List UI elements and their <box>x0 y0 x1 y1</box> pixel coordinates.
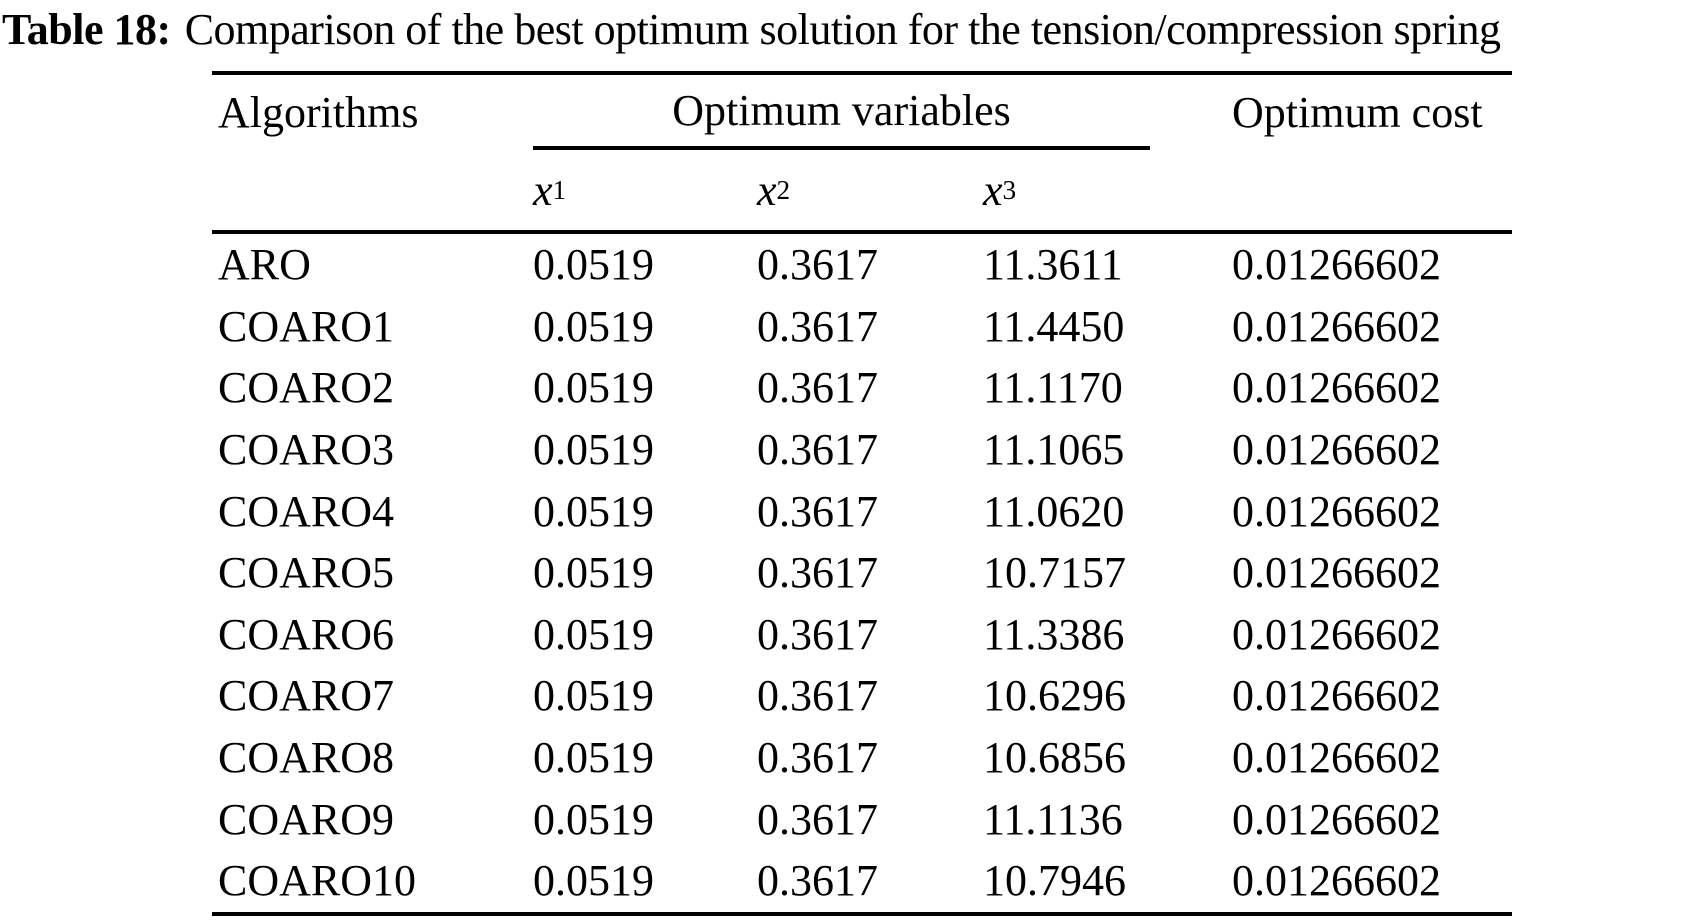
cell-algorithm: COARO1 <box>218 301 395 351</box>
cell-x1: 0.0519 <box>533 856 654 906</box>
cell-x3: 11.1136 <box>983 794 1123 844</box>
table-caption: Table 18: Comparison of the best optimum … <box>2 4 1501 55</box>
cell-x2: 0.3617 <box>757 363 878 413</box>
cell-cost: 0.01266602 <box>1232 486 1441 536</box>
cell-x3: 10.7946 <box>983 856 1126 906</box>
cell-cost: 0.01266602 <box>1232 609 1441 659</box>
cell-x3: 11.0620 <box>983 486 1125 536</box>
cell-x1: 0.0519 <box>533 425 654 475</box>
cell-algorithm: COARO8 <box>218 733 395 783</box>
cell-x3: 11.1170 <box>983 363 1123 413</box>
cell-algorithm: COARO10 <box>218 856 417 906</box>
subheader-spacer <box>1232 150 1512 230</box>
table-row: COARO7 0.0519 0.3617 10.6296 0.01266602 <box>212 665 1512 727</box>
cell-x2: 0.3617 <box>757 794 878 844</box>
cell-x3: 10.7157 <box>983 548 1126 598</box>
cell-x2: 0.3617 <box>757 301 878 351</box>
table-caption-text: Comparison of the best optimum solution … <box>184 5 1501 54</box>
table-row: COARO6 0.0519 0.3617 11.3386 0.01266602 <box>212 604 1512 666</box>
table-row: COARO10 0.0519 0.3617 10.7946 0.01266602 <box>212 850 1512 912</box>
column-header-algorithms: Algorithms <box>218 88 419 137</box>
cell-algorithm: COARO7 <box>218 671 395 721</box>
cell-x1: 0.0519 <box>533 548 654 598</box>
table-row: COARO3 0.0519 0.3617 11.1065 0.01266602 <box>212 419 1512 481</box>
table-row: COARO8 0.0519 0.3617 10.6856 0.01266602 <box>212 727 1512 789</box>
table-top-rule <box>212 71 1512 75</box>
column-header-optimum-cost: Optimum cost <box>1232 88 1483 137</box>
cell-cost: 0.01266602 <box>1232 363 1441 413</box>
cell-x2: 0.3617 <box>757 548 878 598</box>
cell-x1: 0.0519 <box>533 733 654 783</box>
table-body: ARO 0.0519 0.3617 11.3611 0.01266602 COA… <box>212 234 1512 912</box>
comparison-table: Algorithms Optimum variables Optimum cos… <box>212 71 1512 916</box>
cell-x1: 0.0519 <box>533 486 654 536</box>
table-row: COARO4 0.0519 0.3617 11.0620 0.01266602 <box>212 480 1512 542</box>
cell-cost: 0.01266602 <box>1232 733 1441 783</box>
table-caption-label: Table 18: <box>2 5 171 54</box>
cell-algorithm: COARO2 <box>218 363 395 413</box>
table-row: COARO9 0.0519 0.3617 11.1136 0.01266602 <box>212 788 1512 850</box>
optimum-variables-span: Optimum variables <box>533 75 1150 150</box>
table-row: ARO 0.0519 0.3617 11.3611 0.01266602 <box>212 234 1512 296</box>
cell-x2: 0.3617 <box>757 733 878 783</box>
column-group-optimum-variables: Optimum variables <box>533 75 1232 150</box>
cell-cost: 0.01266602 <box>1232 671 1441 721</box>
cell-algorithm: COARO5 <box>218 548 395 598</box>
cell-x2: 0.3617 <box>757 240 878 290</box>
cell-x1: 0.0519 <box>533 301 654 351</box>
cell-cost: 0.01266602 <box>1232 240 1441 290</box>
cell-algorithm: COARO3 <box>218 425 395 475</box>
cell-cost: 0.01266602 <box>1232 425 1441 475</box>
column-group-label: Optimum variables <box>672 86 1011 135</box>
cell-algorithm: COARO4 <box>218 486 395 536</box>
cell-cost: 0.01266602 <box>1232 794 1441 844</box>
cell-x1: 0.0519 <box>533 794 654 844</box>
cell-x3: 11.1065 <box>983 425 1125 475</box>
cell-x3: 11.4450 <box>983 301 1125 351</box>
table-row: COARO2 0.0519 0.3617 11.1170 0.01266602 <box>212 357 1512 419</box>
cell-x2: 0.3617 <box>757 425 878 475</box>
cell-x3: 10.6296 <box>983 671 1126 721</box>
table-header-bottom-rule <box>212 230 1512 234</box>
table-row: COARO1 0.0519 0.3617 11.4450 0.01266602 <box>212 296 1512 358</box>
cell-x2: 0.3617 <box>757 671 878 721</box>
cell-x3: 10.6856 <box>983 733 1126 783</box>
cell-x2: 0.3617 <box>757 856 878 906</box>
cell-cost: 0.01266602 <box>1232 856 1441 906</box>
subheader-spacer <box>212 150 533 230</box>
cell-x1: 0.0519 <box>533 671 654 721</box>
table-header-row: Algorithms Optimum variables Optimum cos… <box>212 75 1512 150</box>
cell-algorithm: COARO6 <box>218 609 395 659</box>
cell-algorithm: COARO9 <box>218 794 395 844</box>
cell-cost: 0.01266602 <box>1232 548 1441 598</box>
table-bottom-rule <box>212 911 1512 916</box>
cell-x2: 0.3617 <box>757 486 878 536</box>
cell-x3: 11.3611 <box>983 240 1123 290</box>
table-row: COARO5 0.0519 0.3617 10.7157 0.01266602 <box>212 542 1512 604</box>
cell-x3: 11.3386 <box>983 609 1125 659</box>
cell-x1: 0.0519 <box>533 609 654 659</box>
cell-x2: 0.3617 <box>757 609 878 659</box>
cell-x1: 0.0519 <box>533 240 654 290</box>
cell-algorithm: ARO <box>218 240 311 290</box>
cell-cost: 0.01266602 <box>1232 301 1441 351</box>
cell-x1: 0.0519 <box>533 363 654 413</box>
